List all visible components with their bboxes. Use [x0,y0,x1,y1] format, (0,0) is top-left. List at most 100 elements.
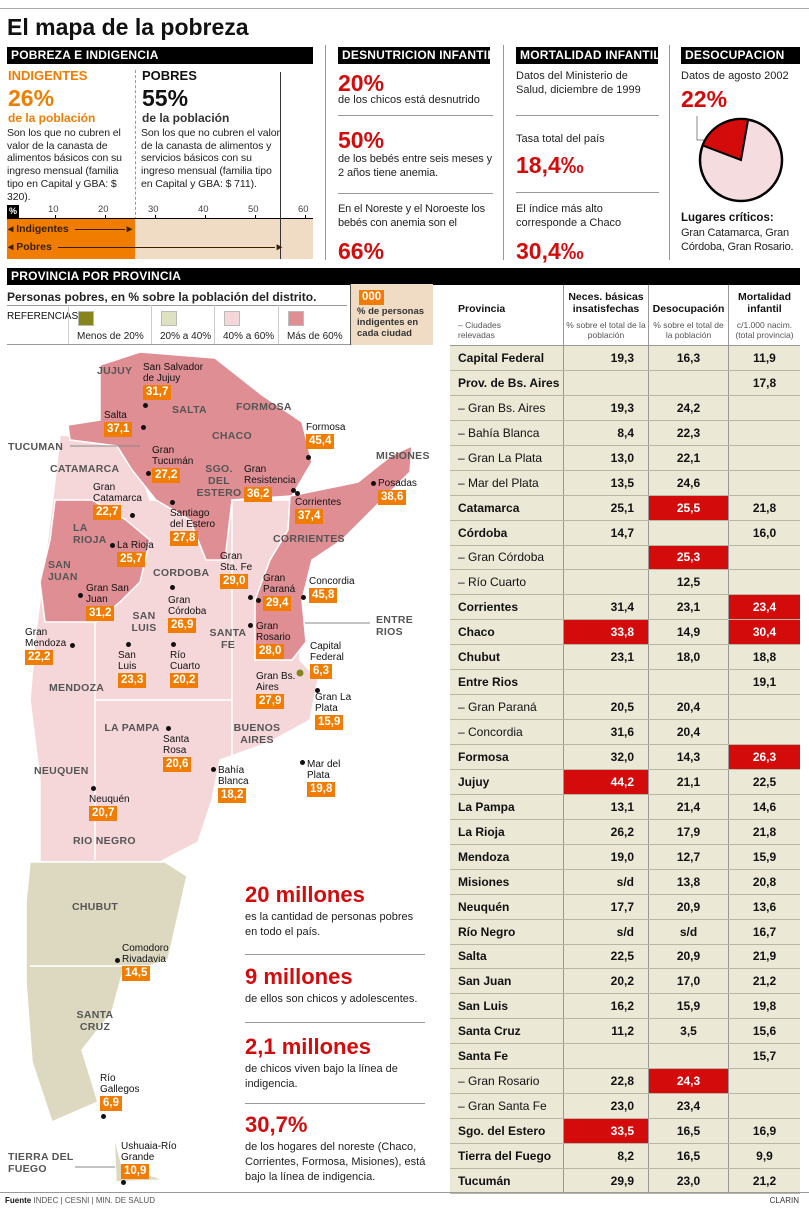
table-row: Formosa 32,0 14,3 26,3 [450,745,800,770]
pobres-arrow-label: Pobres [16,241,52,253]
cell-nbi: 13,0 [563,445,648,470]
city-indigent-value: 22,2 [25,650,54,665]
city-label: Ushuaia-Río Grande 10,9 [121,1141,181,1179]
city-dot-icon [110,543,115,548]
indigent-box-text: % de personas indigentes en cada ciudad [357,306,425,339]
legend-divider [214,305,215,344]
row-name: Prov. de Bs. Aires [458,375,560,390]
divider [338,193,493,194]
city-indigent-value: 22,7 [93,505,122,520]
city-indigent-value: 45,8 [309,588,338,603]
section-header-pobreza: POBREZA E INDIGENCIA [7,47,313,64]
city-name: Gran La Plata [315,692,352,714]
city-dot-icon [301,595,306,600]
pobres-label: POBRES [142,68,197,83]
cell-nbi: s/d [563,869,648,894]
row-name: Córdoba [458,525,508,540]
row-name: – Bahía Blanca [458,425,540,440]
col-desocupacion-sub: % sobre el total de la población [653,320,724,340]
province-label: SGO. DEL ESTERO [196,463,242,499]
scale-tick-mark [105,215,106,218]
city-indigent-value: 29,0 [220,574,249,589]
province-label: RIO NEGRO [73,835,136,847]
row-name: – Gran Santa Fe [458,1099,547,1114]
row-name: – Gran Bs. Aires [458,400,546,415]
desocupacion-pie [696,116,784,203]
cell-nbi: 31,6 [563,720,648,744]
row-name: Jujuy [458,774,490,789]
city-label: Río Gallegos 6,9 [100,1073,145,1111]
table-row: Córdoba 14,7 16,0 [450,520,800,546]
region-northeast-over-60 [254,444,413,661]
table-row: Mendoza 19,0 12,7 15,9 [450,844,800,870]
indigent-box-sample: 000 [359,290,385,305]
divider [245,1103,425,1104]
city-name: Gran San Juan [86,583,129,605]
city-indigent-value: 37,4 [295,509,324,524]
city-dot-icon [101,1114,106,1119]
cell-mortalidad: 15,6 [728,1019,800,1044]
city-indigent-value: 14,5 [122,966,151,981]
map-subtitle: Personas pobres, en % sobre la población… [7,290,317,304]
city-name: Corrientes [295,497,342,508]
cell-mortalidad: 21,8 [728,819,800,844]
city-name: Neuquén [89,794,130,805]
province-table: Provincia – Ciudades relevadas Neces. bás… [450,285,800,1194]
city-name: Gran Sta. Fe [220,551,253,573]
top-rule [0,8,809,9]
city-label: Salta 37,1 [104,410,144,437]
province-label: TUCUMAN [8,441,64,453]
pobres-arrow: ◂ Pobres ▸ [8,241,282,253]
city-dot-icon [371,481,376,486]
footer-rule [0,1192,809,1193]
city-indigent-value: 23,3 [118,673,147,688]
scale-tick: 10 [48,204,59,215]
cell-nbi: 16,2 [563,994,648,1019]
city-label: Gran Bs. Aires 27,9 [256,671,306,709]
cell-mortalidad: 18,8 [728,645,800,670]
fact-text: es la cantidad de personas pobres en tod… [245,911,414,938]
cell-desocupacion [648,370,728,395]
col-provincia-title: Provincia [458,303,506,315]
cell-nbi: 20,5 [563,695,648,720]
city-label: La Rioja 25,7 [117,540,162,567]
city-name: Santiago del Estero [170,508,216,530]
critical-places: Gran Catamarca, Gran Córdoba, Gran Rosar… [681,227,794,253]
table-row: – Gran La Plata 13,0 22,1 [450,445,800,471]
city-name: Salta [104,410,127,421]
col-mortalidad: Mortalidad infantil c/1.000 nacim. (total… [728,285,800,345]
city-label: Gran Resistencia 36,2 [244,464,306,502]
city-name: La Rioja [117,540,154,551]
city-label: Gran Rosario 28,0 [256,621,301,659]
divider [7,305,347,306]
cell-mortalidad: 15,9 [728,844,800,869]
indigentes-label: INDIGENTES [8,68,88,83]
fact-text: de ellos son chicos y adolescentes. [245,993,418,1005]
indigentes-bar [7,219,135,259]
cell-desocupacion: 13,8 [648,869,728,894]
cell-nbi: 22,5 [563,944,648,969]
cell-nbi: 32,0 [563,745,648,769]
legend-divider [68,305,69,344]
city-label: Mar del Plata 19,8 [307,759,352,797]
province-label: BUENOS AIRES [233,722,281,746]
province-label: CORRIENTES [273,533,345,545]
cell-desocupacion: 12,5 [648,570,728,595]
city-label: Gran La Plata 15,9 [315,692,360,730]
mortalidad-max: 30,4‰ [516,238,584,264]
city-indigent-value: 29,4 [263,596,292,611]
city-indigent-value: 27,8 [170,531,199,546]
city-dot-icon [91,786,96,791]
city-indigent-value: 19,8 [307,782,336,797]
city-dot-icon [256,598,261,603]
indigentes-arrow-label: Indigentes [16,223,69,235]
legend-divider [278,305,279,344]
cell-nbi [563,370,648,395]
desnutricion-text-2: de los bebés entre seis meses y 2 años t… [338,153,493,179]
city-dot-icon [166,726,171,731]
scale-tick: 20 [98,204,109,215]
cell-mortalidad: 15,7 [728,1044,800,1069]
city-indigent-value: 45,4 [306,434,335,449]
city-indigent-value: 20,6 [163,757,192,772]
city-indigent-value: 6,3 [310,664,332,679]
